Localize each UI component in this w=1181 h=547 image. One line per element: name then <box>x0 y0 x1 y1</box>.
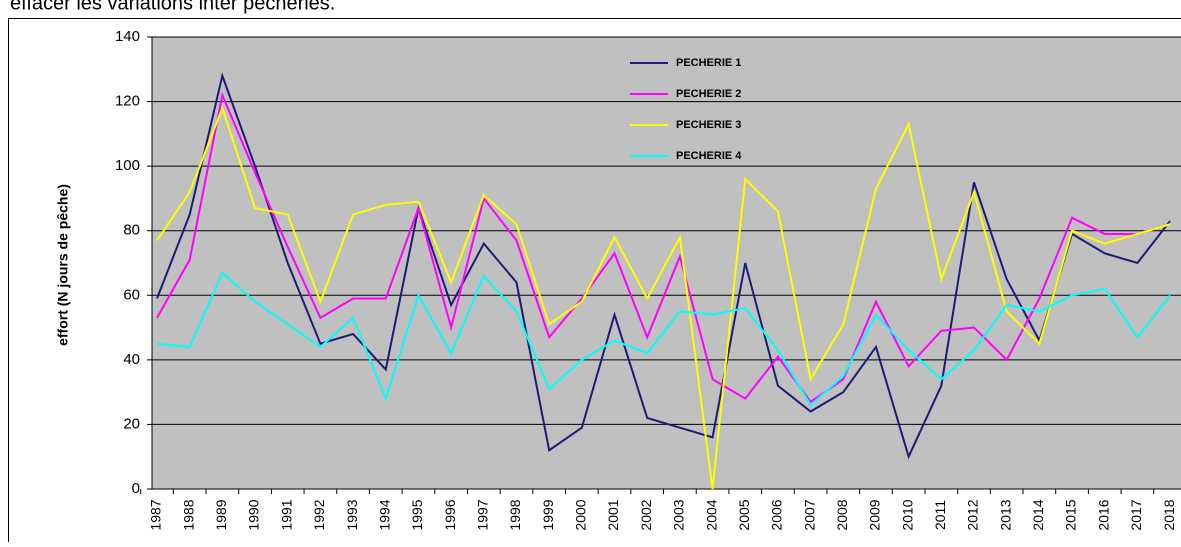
x-tick-label: 2009 <box>867 499 883 530</box>
x-tick-label: 2016 <box>1095 499 1111 530</box>
y-tick-label: 80 <box>123 222 140 239</box>
x-tick-label: 1991 <box>278 499 294 530</box>
x-tick-label: 2014 <box>1030 499 1046 530</box>
x-tick-label: 2003 <box>671 499 687 530</box>
x-tick-label: 2004 <box>703 499 719 530</box>
x-tick-label: 2000 <box>573 499 589 530</box>
x-tick-label: 1999 <box>540 499 556 530</box>
x-tick-label: 2001 <box>605 499 621 530</box>
x-tick-label: 2015 <box>1063 499 1079 530</box>
y-tick-label: 0 <box>132 480 140 497</box>
x-tick-label: 1998 <box>507 499 523 530</box>
x-tick-label: 2017 <box>1128 499 1144 530</box>
legend-label: PECHERIE 1 <box>676 57 741 69</box>
x-tick-label: 2006 <box>769 499 785 530</box>
x-tick-label: 1997 <box>475 499 491 530</box>
y-axis-label: effort (N jours de pêche) <box>55 184 71 346</box>
y-tick-label: 140 <box>115 28 140 45</box>
x-tick-label: 2018 <box>1161 499 1177 530</box>
x-tick-label: 1993 <box>344 499 360 530</box>
x-tick-label: 2010 <box>899 499 915 530</box>
y-tick-label: 60 <box>123 286 140 303</box>
x-tick-label: 2008 <box>834 499 850 530</box>
x-tick-label: 2012 <box>965 499 981 530</box>
x-tick-label: 1996 <box>442 499 458 530</box>
legend-label: PECHERIE 3 <box>676 119 741 131</box>
series-line <box>156 271 1171 407</box>
legend-label: PECHERIE 4 <box>676 150 742 162</box>
x-tick-label: 1994 <box>376 499 392 530</box>
x-tick-label: 1987 <box>148 499 164 530</box>
y-tick-label: 120 <box>115 93 140 110</box>
x-tick-label: 1990 <box>246 499 262 530</box>
y-tick-label: 20 <box>123 415 140 432</box>
x-tick-label: 1995 <box>409 499 425 530</box>
legend-label: PECHERIE 2 <box>676 88 741 100</box>
x-tick-label: 2002 <box>638 499 654 530</box>
x-tick-label: 2007 <box>801 499 817 530</box>
y-tick-label: 40 <box>123 351 140 368</box>
x-tick-label: 1992 <box>311 499 327 530</box>
y-tick-label: 100 <box>115 157 140 174</box>
series-line <box>156 105 1171 490</box>
x-tick-label: 2011 <box>932 500 948 530</box>
series-line <box>156 91 1171 404</box>
caption: effacer les variations inter pêcheries. <box>10 0 335 14</box>
x-tick-label: 2005 <box>736 499 752 530</box>
x-tick-label: 2013 <box>997 499 1013 530</box>
x-tick-label: 1988 <box>180 499 196 530</box>
x-tick-label: 1989 <box>213 499 229 530</box>
